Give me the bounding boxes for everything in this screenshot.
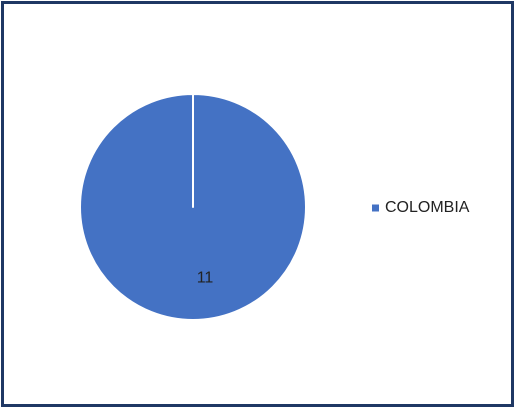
legend-marker	[372, 204, 379, 212]
legend-label: COLOMBIA	[385, 199, 470, 216]
pie-slice	[79, 93, 307, 321]
data-label: 11	[197, 269, 214, 286]
